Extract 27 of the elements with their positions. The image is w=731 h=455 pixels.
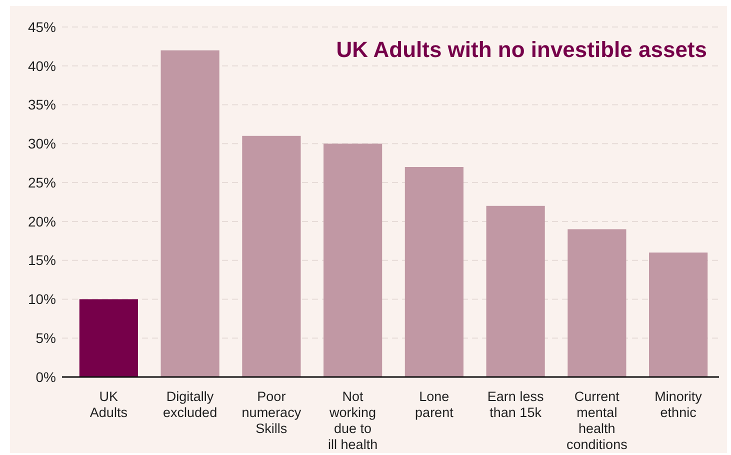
y-tick-label: 40% — [28, 58, 56, 74]
y-tick-label: 25% — [28, 174, 56, 190]
bar — [486, 206, 545, 377]
text: UK Adults with no investible assets — [336, 37, 707, 62]
x-tick-label: Digitally excluded — [163, 389, 218, 420]
bar — [324, 144, 382, 377]
y-tick-label: 20% — [28, 213, 56, 230]
bar — [79, 299, 138, 377]
x-tick-label: UK Adults — [90, 389, 128, 420]
bar — [404, 167, 464, 377]
x-tick-label: Poor numeracy Skills — [242, 389, 302, 436]
y-tick-label: 5% — [36, 330, 56, 346]
y-tick-label: 15% — [28, 252, 56, 268]
bar — [568, 229, 626, 377]
bar — [649, 252, 708, 377]
x-tick-label: Current mental health conditions — [566, 389, 628, 452]
bar — [160, 50, 220, 377]
y-tick-label: 45% — [28, 18, 56, 35]
bar — [242, 136, 301, 377]
x-tick-label: Not working due to ill health — [328, 389, 378, 452]
y-tick-label: 0% — [36, 368, 56, 385]
y-tick-label: 35% — [28, 96, 56, 113]
y-tick-label: 10% — [28, 291, 56, 308]
x-tick-label: Minority ethnic — [654, 389, 702, 420]
x-tick-label: Earn less than 15k — [487, 389, 544, 420]
x-tick-label: Lone parent — [415, 389, 454, 420]
y-tick-label: 30% — [28, 136, 56, 152]
